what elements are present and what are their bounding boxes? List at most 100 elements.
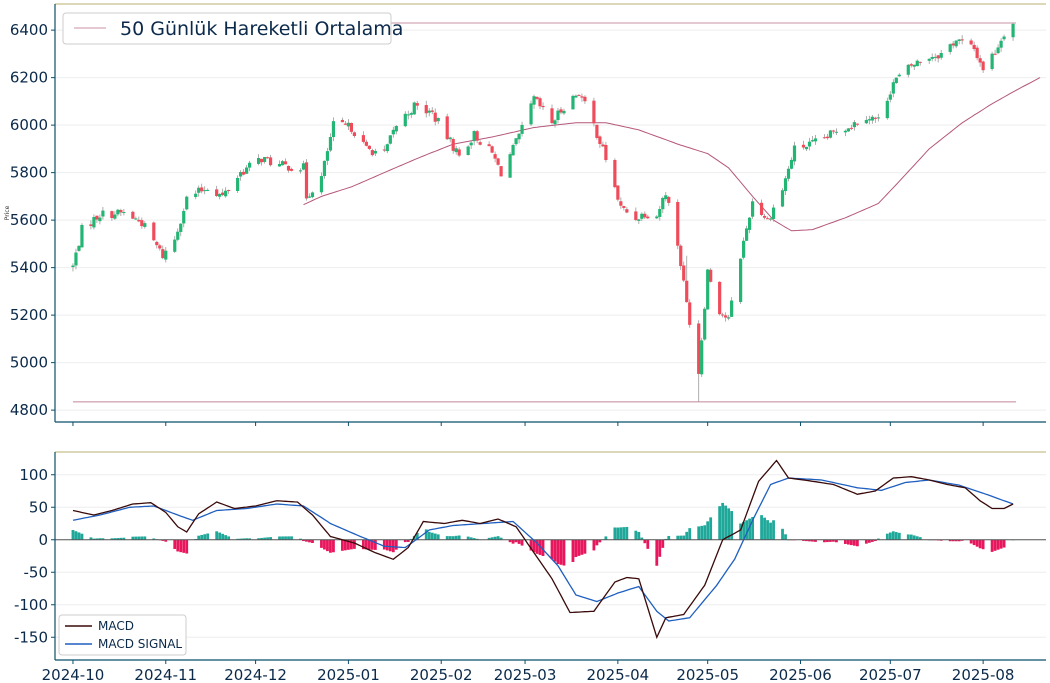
candle-body (1002, 36, 1006, 40)
candle-body (385, 144, 389, 152)
candle-body (894, 77, 898, 84)
macd-histogram-bar (302, 539, 305, 542)
candle-body (768, 218, 773, 220)
candle-body (289, 168, 294, 171)
candle-body (834, 131, 839, 133)
candle-body (538, 98, 542, 107)
macd-histogram-bar (829, 539, 832, 542)
macd-histogram-bar (299, 538, 302, 540)
macd-histogram-bar (972, 539, 976, 546)
macd-histogram-bar (990, 539, 994, 552)
candle-body (164, 250, 168, 260)
macd-histogram-bar (454, 535, 458, 540)
macd-histogram-bar (122, 537, 126, 540)
macd-histogram (71, 502, 1015, 566)
candle-body (939, 53, 943, 58)
candle-body (706, 269, 710, 310)
candle-body (98, 217, 102, 222)
candle-body (134, 218, 138, 220)
macd-y-tick-label: 100 (19, 466, 48, 484)
candle-body (601, 144, 605, 147)
macd-histogram-bar (290, 536, 293, 540)
macd-histogram-bar (619, 527, 623, 540)
macd-x-tick-label: 2025-08 (952, 666, 1015, 683)
macd-histogram-bar (113, 538, 117, 540)
candle-body (343, 123, 348, 125)
macd-legend-label-macd: MACD (98, 619, 134, 633)
macd-y-tick-label: -150 (14, 628, 48, 646)
candle-body (346, 122, 351, 127)
candle-body (176, 231, 180, 240)
macd-histogram-bar (849, 539, 853, 546)
candle-body (640, 213, 644, 219)
candle-body (765, 218, 770, 220)
candle-body (960, 39, 964, 41)
price-y-tick-label: 4800 (10, 401, 48, 419)
macd-histogram-bar (676, 535, 680, 540)
macd-histogram-bar (403, 539, 407, 543)
macd-y-tick-label: -50 (24, 563, 49, 581)
macd-histogram-bar (263, 537, 266, 540)
candle-body (370, 150, 374, 156)
price-legend-label: 50 Günlük Hareketli Ortalama (120, 18, 403, 40)
macd-legend: MACD MACD SIGNAL (58, 614, 187, 656)
candle-body (215, 189, 219, 197)
macd-histogram-bar (520, 539, 524, 546)
candle-body (161, 249, 165, 259)
candle-body (906, 64, 910, 75)
macd-histogram-bar (808, 539, 811, 542)
macd-histogram-bar (550, 539, 554, 560)
macd-histogram-bar (954, 539, 958, 542)
candle-body (340, 119, 345, 123)
candle-body (77, 245, 81, 251)
macd-histogram-bar (643, 539, 647, 544)
candle-body (173, 239, 177, 252)
candle-body (430, 110, 434, 112)
candle-body (499, 166, 503, 177)
candle-body (685, 280, 689, 303)
candle-body (454, 148, 458, 153)
macd-histogram-bar (95, 538, 99, 540)
macd-histogram-bar (364, 539, 368, 550)
macd-histogram-bar (769, 522, 772, 540)
macd-histogram-bar (640, 537, 644, 540)
macd-histogram-bar (685, 531, 689, 540)
macd-histogram-bar (385, 539, 389, 551)
macd-histogram-bar (311, 539, 314, 543)
candle-body (619, 201, 623, 206)
macd-histogram-bar (203, 534, 207, 540)
macd-histogram-bar (164, 539, 168, 542)
macd-histogram-bar (329, 539, 332, 553)
macd-signal-line (72, 477, 1014, 622)
macd-histogram-bar (101, 538, 105, 540)
macd-histogram-bar (469, 537, 473, 540)
candle-body (747, 217, 752, 230)
macd-histogram-bar (700, 525, 704, 540)
candle-body (888, 94, 892, 100)
candle-body (936, 55, 940, 59)
macd-histogram-bar (221, 533, 225, 540)
candle-body (996, 47, 1000, 54)
macd-histogram-bar (281, 536, 284, 540)
price-y-tick-label: 6000 (10, 116, 48, 134)
macd-histogram-bar (766, 520, 769, 540)
macd-histogram-bar (269, 537, 272, 540)
price-y-tick-label: 6200 (10, 69, 48, 87)
macd-histogram-bar (436, 534, 440, 540)
candle-body (616, 185, 620, 200)
macd-histogram-bar (667, 535, 671, 540)
candle-body (957, 39, 961, 41)
candle-body (412, 102, 416, 115)
candle-body (954, 40, 958, 47)
candle-body (493, 154, 497, 159)
macd-histogram-bar (864, 539, 868, 544)
macd-histogram-bar (496, 536, 500, 540)
macd-histogram-bar (227, 536, 231, 540)
macd-histogram-bar (140, 536, 144, 540)
macd-histogram-bar (760, 515, 763, 540)
candle-body (592, 100, 596, 124)
ma50-line-group (303, 77, 1041, 232)
candle-body (885, 100, 889, 119)
candle-body (703, 308, 707, 340)
candle-body (239, 172, 243, 177)
